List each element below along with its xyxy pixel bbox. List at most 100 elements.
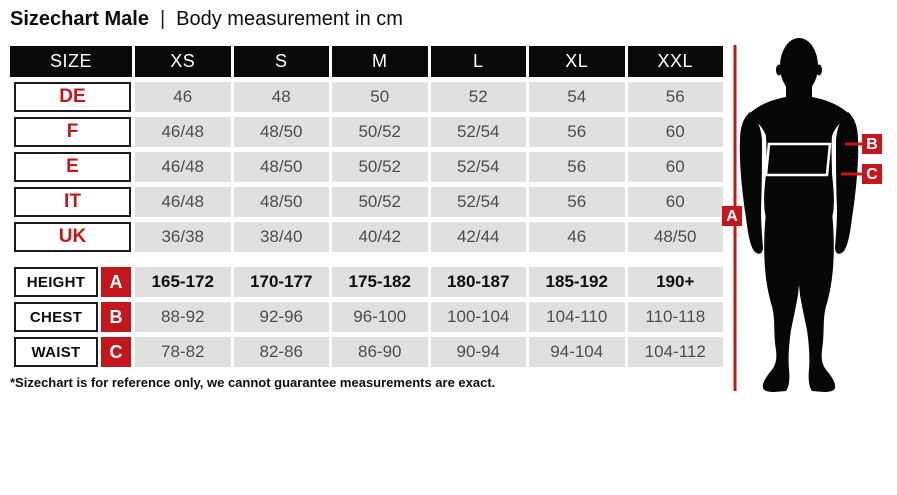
- measure-value: 165-172: [135, 267, 231, 297]
- size-value: 46/48: [135, 187, 231, 217]
- size-value: 48: [233, 82, 329, 112]
- size-value: 52/54: [430, 187, 526, 217]
- row-label-wrap: UK: [10, 222, 132, 252]
- row-label-wrap: E: [10, 152, 132, 182]
- size-value: 60: [627, 117, 723, 147]
- measure-value: 170-177: [233, 267, 329, 297]
- measure-value: 104-112: [627, 337, 723, 367]
- measure-label-waist: WAIST: [14, 337, 98, 367]
- size-row-e: E 46/48 48/50 50/52 52/54 56 60: [10, 152, 723, 182]
- size-value: 56: [529, 187, 625, 217]
- measure-value: 92-96: [233, 302, 329, 332]
- leg-right: [797, 212, 836, 392]
- ear-left: [776, 64, 782, 76]
- column-header-m: M: [332, 46, 428, 77]
- size-value: 48/50: [233, 152, 329, 182]
- measurement-row-chest: CHEST B 88-92 92-96 96-100 100-104 104-110 110-…: [10, 302, 723, 332]
- size-value: 50/52: [332, 117, 428, 147]
- title-separator: |: [159, 8, 166, 30]
- marker-c-label: C: [866, 166, 878, 183]
- size-value: 42/44: [430, 222, 526, 252]
- marker-c-square: [862, 164, 882, 184]
- measure-label-height: HEIGHT: [14, 267, 98, 297]
- torso: [749, 97, 849, 242]
- size-value: 52: [430, 82, 526, 112]
- measure-value: 86-90: [332, 337, 428, 367]
- size-value: 46/48: [135, 152, 231, 182]
- ear-right: [816, 64, 822, 76]
- measure-value: 100-104: [430, 302, 526, 332]
- column-header-xxl: XXL: [627, 46, 723, 77]
- section-gap: [10, 257, 723, 267]
- row-label-e: E: [14, 152, 131, 182]
- head: [780, 38, 818, 94]
- size-value: 60: [627, 187, 723, 217]
- measure-value: 104-110: [529, 302, 625, 332]
- size-value: 52/54: [430, 117, 526, 147]
- footnote: *Sizechart is for reference only, we can…: [10, 375, 496, 390]
- measurement-row-height: HEIGHT A 165-172 170-177 175-182 180-187 185-1…: [10, 267, 723, 297]
- header-row: SIZE XS S M L XL XXL: [10, 46, 723, 77]
- row-label-wrap: F: [10, 117, 132, 147]
- marker-badge-c: C: [862, 164, 882, 184]
- size-value: 46: [529, 222, 625, 252]
- marker-badge-a: A: [101, 267, 131, 297]
- size-value: 56: [627, 82, 723, 112]
- row-label-wrap: IT: [10, 187, 132, 217]
- marker-badge-c: C: [101, 337, 131, 367]
- column-header-s: S: [233, 46, 329, 77]
- size-value: 36/38: [135, 222, 231, 252]
- size-value: 56: [529, 117, 625, 147]
- male-silhouette-icon: [739, 38, 859, 392]
- column-header-xs: XS: [135, 46, 231, 77]
- size-table: SIZE XS S M L XL XXL DE 46 48 50 52 54 56 F 46/48 48/50 5…: [10, 46, 723, 372]
- row-label-wrap: CHEST B: [10, 302, 132, 332]
- measure-value: 94-104: [529, 337, 625, 367]
- chest-waist-band: [764, 142, 832, 177]
- marker-a-square: [722, 206, 742, 226]
- measure-value: 190+: [627, 267, 723, 297]
- size-value: 48/50: [627, 222, 723, 252]
- leg-left: [762, 212, 801, 392]
- marker-b-square: [862, 134, 882, 154]
- size-value: 46/48: [135, 117, 231, 147]
- page-title-row: Sizechart Male | Body measurement in cm: [10, 8, 403, 31]
- arm-right: [835, 112, 859, 254]
- size-value: 50/52: [332, 152, 428, 182]
- size-row-de: DE 46 48 50 52 54 56: [10, 82, 723, 112]
- arm-left: [739, 112, 763, 254]
- size-value: 56: [529, 152, 625, 182]
- column-header-xl: XL: [529, 46, 625, 77]
- size-header-cell: SIZE: [10, 46, 132, 77]
- measure-value: 185-192: [529, 267, 625, 297]
- measure-value: 88-92: [135, 302, 231, 332]
- row-label-wrap: HEIGHT A: [10, 267, 132, 297]
- size-value: 40/42: [332, 222, 428, 252]
- size-value: 50: [332, 82, 428, 112]
- size-value: 54: [529, 82, 625, 112]
- column-header-l: L: [430, 46, 526, 77]
- size-value: 52/54: [430, 152, 526, 182]
- page-subtitle: Body measurement in cm: [176, 8, 403, 30]
- marker-badge-a: A: [722, 206, 742, 226]
- measurement-row-waist: WAIST C 78-82 82-86 86-90 90-94 94-104 104-112: [10, 337, 723, 367]
- measure-value: 175-182: [332, 267, 428, 297]
- measure-value: 78-82: [135, 337, 231, 367]
- size-value: 48/50: [233, 117, 329, 147]
- size-value: 46: [135, 82, 231, 112]
- row-label-wrap: DE: [10, 82, 132, 112]
- measure-value: 110-118: [627, 302, 723, 332]
- row-label-uk: UK: [14, 222, 131, 252]
- measure-value: 180-187: [430, 267, 526, 297]
- page-title: Sizechart Male: [10, 8, 149, 30]
- row-label-wrap: WAIST C: [10, 337, 132, 367]
- marker-badge-b: B: [862, 134, 882, 154]
- size-value: 48/50: [233, 187, 329, 217]
- measure-value: 82-86: [233, 337, 329, 367]
- measure-label-chest: CHEST: [14, 302, 98, 332]
- size-row-uk: UK 36/38 38/40 40/42 42/44 46 48/50: [10, 222, 723, 252]
- row-label-de: DE: [14, 82, 131, 112]
- neck: [786, 80, 812, 102]
- size-row-f: F 46/48 48/50 50/52 52/54 56 60: [10, 117, 723, 147]
